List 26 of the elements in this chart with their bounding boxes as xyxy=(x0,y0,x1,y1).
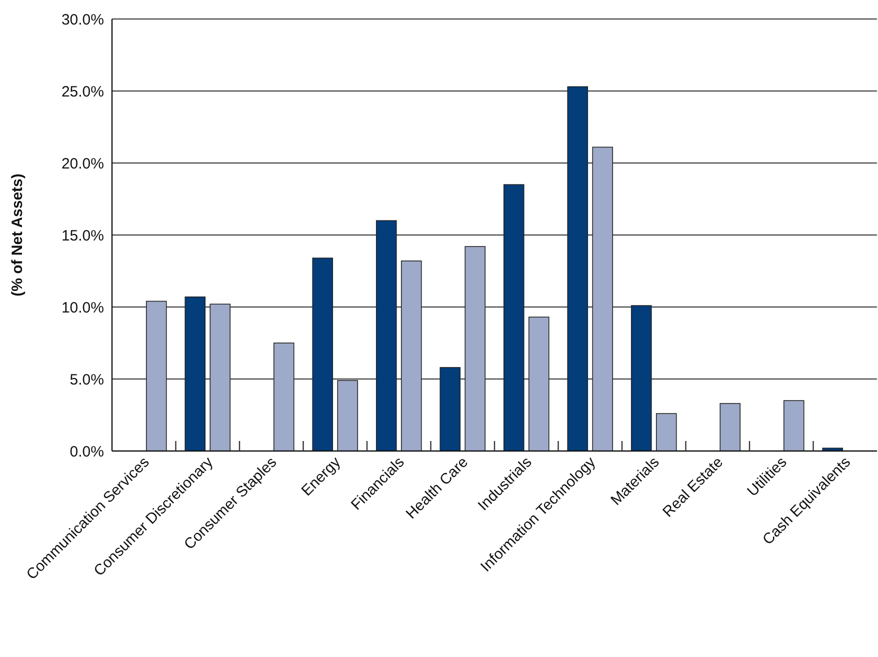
bar xyxy=(656,413,677,452)
y-tick-label: 5.0% xyxy=(70,371,104,388)
y-tick-label: 30.0% xyxy=(61,11,104,28)
y-tick-label: 0.0% xyxy=(70,443,104,460)
bar xyxy=(337,380,358,452)
bar xyxy=(592,146,614,452)
bar xyxy=(273,342,294,452)
y-tick-label: 15.0% xyxy=(61,227,104,244)
bar xyxy=(528,316,550,452)
bar xyxy=(503,184,524,452)
bar xyxy=(376,220,397,452)
bar xyxy=(400,260,422,452)
bar xyxy=(312,258,334,452)
bar xyxy=(720,403,741,452)
bar xyxy=(210,304,231,452)
bar xyxy=(184,296,206,452)
y-tick-label: 10.0% xyxy=(61,299,104,316)
bar xyxy=(630,305,652,452)
y-axis-title: (% of Net Assets) xyxy=(9,174,26,296)
bar xyxy=(783,400,804,452)
bar xyxy=(567,86,588,452)
y-tick-label: 20.0% xyxy=(61,155,104,172)
y-tick-label: 25.0% xyxy=(61,83,104,100)
bar xyxy=(464,246,486,452)
bar xyxy=(146,300,167,452)
bar xyxy=(440,367,461,452)
